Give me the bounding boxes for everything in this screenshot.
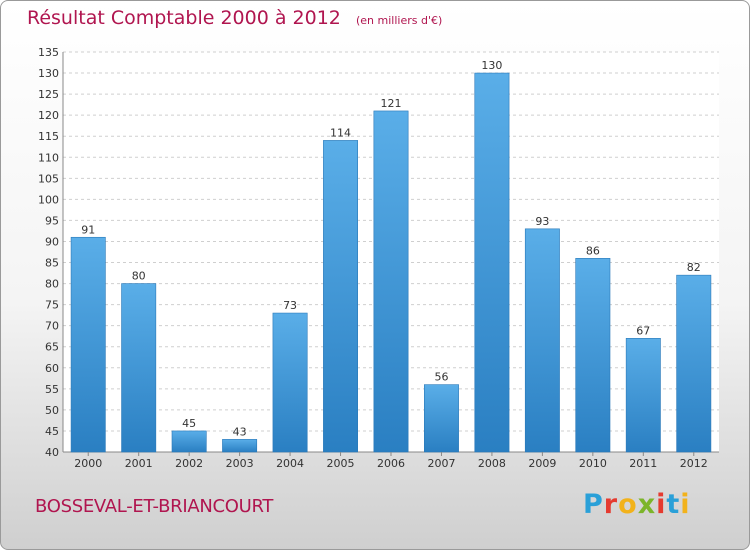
bar <box>625 338 661 453</box>
bar <box>373 110 409 453</box>
y-tick-label: 110 <box>38 151 59 164</box>
data-label: 130 <box>481 59 502 72</box>
chart-header: Résultat Comptable 2000 à 2012 (en milli… <box>27 7 442 29</box>
y-tick-label: 80 <box>45 278 59 291</box>
data-label: 67 <box>636 324 650 337</box>
y-tick-label: 65 <box>45 341 59 354</box>
chart-title: Résultat Comptable 2000 à 2012 <box>27 7 341 29</box>
brand-letter: x <box>637 489 657 520</box>
bar <box>121 283 157 453</box>
x-tick-label: 2009 <box>528 457 556 470</box>
data-label: 43 <box>233 425 247 438</box>
x-tick-label: 2011 <box>629 457 657 470</box>
y-tick-label: 105 <box>38 172 59 185</box>
y-tick-label: 120 <box>38 109 59 122</box>
brand-letter: i <box>656 489 667 520</box>
x-tick-label: 2007 <box>427 457 455 470</box>
y-tick-label: 90 <box>45 235 59 248</box>
x-tick-label: 2010 <box>579 457 607 470</box>
data-label: 121 <box>381 97 402 110</box>
bar <box>474 72 510 453</box>
bar <box>70 236 106 453</box>
y-tick-label: 70 <box>45 320 59 333</box>
x-tick-label: 2008 <box>478 457 506 470</box>
y-tick-label: 60 <box>45 362 59 375</box>
y-tick-label: 40 <box>45 446 59 459</box>
chart-subtitle: (en milliers d'€) <box>355 14 443 27</box>
bar <box>222 439 258 453</box>
data-label: 73 <box>283 299 297 312</box>
y-tick-label: 45 <box>45 425 59 438</box>
brand-letter: r <box>603 489 619 520</box>
data-label: 91 <box>81 223 95 236</box>
bar <box>272 312 308 453</box>
data-label: 93 <box>535 215 549 228</box>
y-tick-label: 85 <box>45 257 59 270</box>
y-tick-label: 135 <box>38 46 59 59</box>
x-tick-label: 2000 <box>74 457 102 470</box>
data-label: 80 <box>132 270 146 283</box>
x-tick-label: 2001 <box>125 457 153 470</box>
y-tick-label: 100 <box>38 193 59 206</box>
brand-letter: i <box>680 489 691 520</box>
bar <box>323 140 358 453</box>
bar <box>424 384 459 453</box>
bar <box>575 258 611 453</box>
brand-logo: Proxiti <box>583 489 691 520</box>
data-label: 86 <box>586 244 600 257</box>
x-tick-label: 2005 <box>327 457 355 470</box>
data-label: 114 <box>330 126 351 139</box>
y-tick-label: 125 <box>38 88 59 101</box>
bar <box>171 430 207 453</box>
y-tick-label: 50 <box>45 404 59 417</box>
y-tick-label: 130 <box>38 67 59 80</box>
y-tick-label: 75 <box>45 299 59 312</box>
x-tick-label: 2002 <box>175 457 203 470</box>
bar <box>676 274 712 453</box>
x-tick-label: 2006 <box>377 457 405 470</box>
data-label: 56 <box>434 371 448 384</box>
data-label: 82 <box>687 261 701 274</box>
brand-letter: o <box>618 489 638 520</box>
brand-letter: t <box>666 489 681 520</box>
x-tick-label: 2003 <box>226 457 254 470</box>
commune-name: BOSSEVAL-ET-BRIANCOURT <box>35 496 274 517</box>
x-tick-label: 2012 <box>680 457 708 470</box>
brand-letter: P <box>583 489 604 520</box>
y-tick-label: 95 <box>45 214 59 227</box>
bar <box>524 228 560 453</box>
x-tick-label: 2004 <box>276 457 304 470</box>
data-label: 45 <box>182 417 196 430</box>
y-tick-label: 55 <box>45 383 59 396</box>
y-tick-label: 115 <box>38 130 59 143</box>
